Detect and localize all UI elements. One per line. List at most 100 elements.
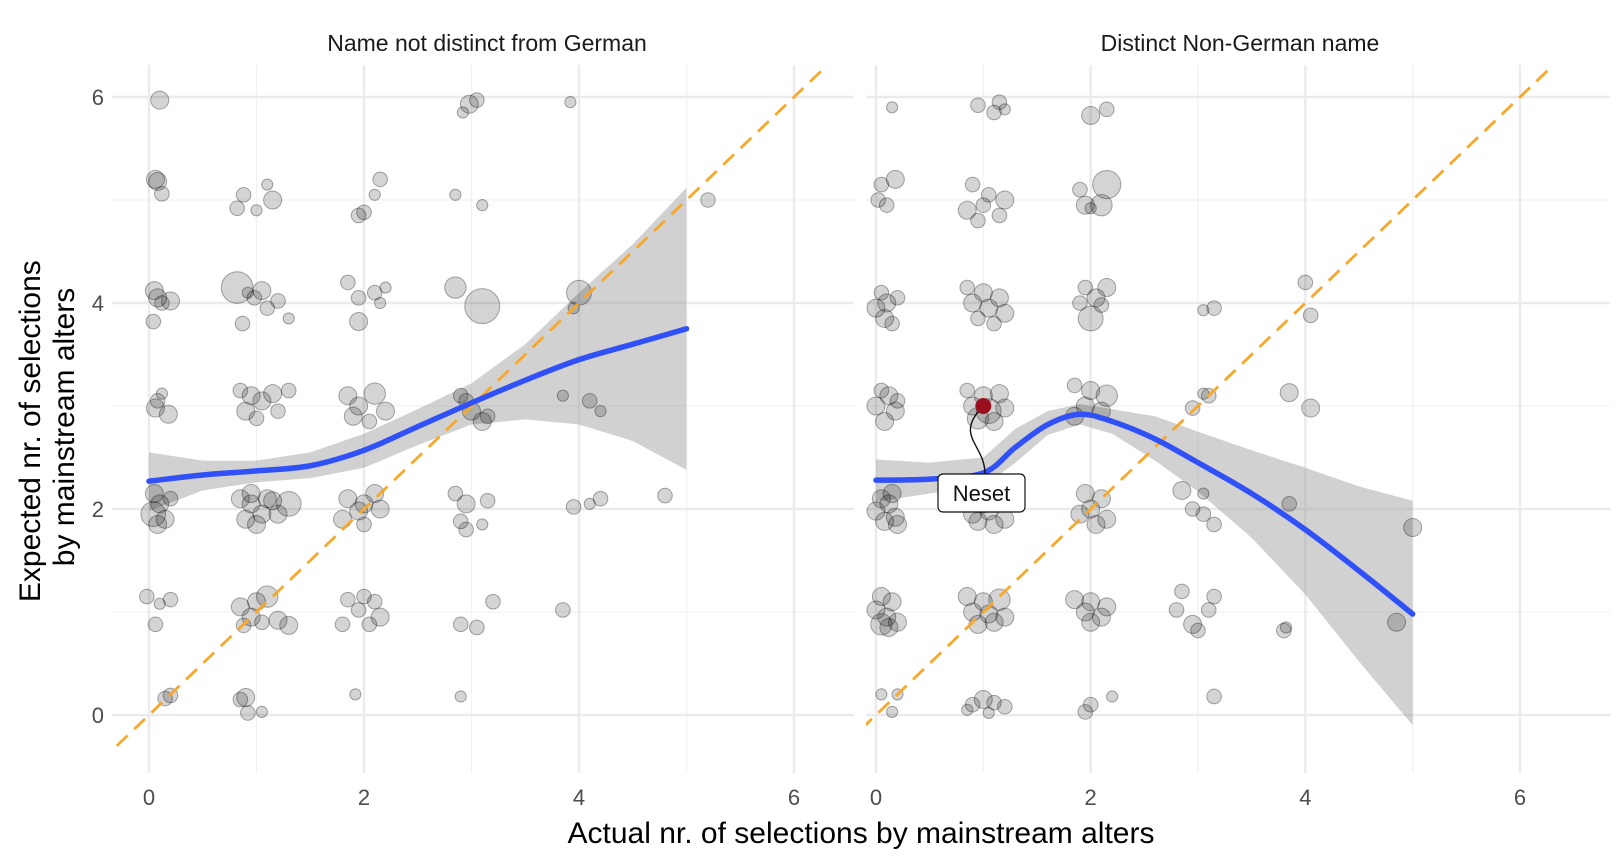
- scatter-point: [479, 492, 496, 509]
- scatter-point: [485, 593, 501, 610]
- scatter-point: [1302, 307, 1319, 324]
- scatter-point: [1081, 612, 1101, 632]
- scatter-point: [1281, 496, 1298, 512]
- scatter-point: [964, 696, 981, 713]
- scatter-point: [363, 382, 386, 405]
- scatter-point: [1077, 279, 1094, 296]
- scatter-point: [458, 521, 474, 538]
- scatter-point: [162, 591, 179, 608]
- scatter-point: [1197, 387, 1210, 400]
- scatter-point: [472, 411, 492, 431]
- scatter-point: [279, 615, 299, 635]
- scatter-point: [236, 401, 256, 421]
- scatter-point: [1190, 622, 1206, 639]
- scatter-point: [873, 382, 890, 399]
- scatter-point: [257, 489, 277, 509]
- scatter-point: [886, 101, 899, 114]
- scatter-point: [147, 616, 164, 633]
- facet-panel-not-distinct: Name not distinct from German 0 2 4 6 0 2 4 6: [92, 30, 854, 810]
- scatter-point: [350, 290, 367, 306]
- scatter-point: [1172, 480, 1192, 500]
- y-tick-label: 6: [92, 85, 104, 110]
- scatter-point: [241, 484, 261, 504]
- scatter-point: [444, 276, 467, 299]
- scatter-point: [356, 588, 372, 605]
- scatter-point: [454, 690, 467, 703]
- scatter-point: [250, 204, 263, 217]
- scatter-point: [564, 96, 577, 109]
- scatter-point: [263, 384, 283, 404]
- scatter-point: [372, 171, 388, 188]
- scatter-point: [1086, 288, 1106, 308]
- scatter-point: [998, 103, 1011, 116]
- x-tick-label: 6: [788, 785, 800, 810]
- scatter-point: [866, 501, 886, 521]
- scatter-point: [875, 411, 895, 431]
- identity-dashed-line: [866, 65, 1554, 727]
- scatter-point: [356, 516, 372, 533]
- scatter-point: [340, 591, 356, 608]
- scatter-point: [995, 190, 1015, 210]
- scatter-point: [957, 200, 977, 220]
- facet-title-not-distinct: Name not distinct from German: [327, 30, 647, 56]
- scatter-point: [1081, 381, 1101, 401]
- smooth-line: [873, 411, 1416, 617]
- scatter-point: [1279, 621, 1293, 634]
- scatter-point: [1206, 588, 1222, 605]
- scatter-point: [877, 607, 897, 627]
- scatter-point: [1174, 583, 1190, 600]
- scatter-point: [581, 393, 598, 409]
- scatter-point: [350, 207, 367, 224]
- scatter-point: [366, 593, 383, 610]
- scatter-point: [1081, 592, 1101, 612]
- scatter-point: [957, 587, 977, 607]
- scatter-point: [476, 518, 489, 531]
- facet-panel-distinct: Distinct Non-German name Neset 0 2 4 6: [866, 30, 1610, 810]
- scatter-point: [566, 279, 592, 306]
- scatter-point: [877, 293, 897, 313]
- scatter-point: [1077, 305, 1104, 332]
- confidence-band: [876, 403, 1413, 726]
- scatter-point: [973, 690, 993, 710]
- scatter-point: [870, 192, 886, 208]
- scatter-point: [356, 204, 372, 221]
- scatter-point: [970, 310, 986, 327]
- scatter-point: [236, 687, 256, 707]
- scatter-point: [970, 97, 986, 114]
- y-tick-label: 0: [92, 703, 104, 728]
- scatter-point: [873, 176, 890, 193]
- scatter-point: [984, 411, 1004, 431]
- scatter-point: [973, 283, 993, 303]
- scatter-point: [361, 616, 378, 633]
- confidence-band-area: [876, 403, 1413, 726]
- scatter-point: [959, 382, 976, 399]
- scatter-point: [988, 588, 1011, 611]
- scatter-point: [456, 494, 476, 514]
- scatter-point: [997, 698, 1013, 715]
- scatter-point: [349, 396, 369, 416]
- scatter-point: [879, 494, 899, 514]
- scatter-point: [968, 511, 988, 531]
- scatter-point: [1072, 295, 1088, 311]
- scatter-point: [1195, 506, 1212, 522]
- scatter-point: [1403, 518, 1423, 538]
- scatter-point: [476, 199, 489, 212]
- scatter-point: [1097, 509, 1117, 529]
- x-tick-label: 0: [143, 785, 155, 810]
- scatter-point: [866, 396, 886, 416]
- scatter-point: [256, 585, 279, 608]
- x-tick-labels: 0 2 4 6: [143, 785, 800, 810]
- scatter-point: [1082, 696, 1099, 713]
- scatter-point: [374, 296, 387, 310]
- scatter-point: [1081, 106, 1101, 126]
- scatter-point: [1066, 377, 1083, 394]
- scatter-point: [456, 106, 469, 119]
- scatter-point: [354, 494, 374, 514]
- x-axis-title: Actual nr. of selections by mainstream a…: [568, 817, 1155, 850]
- scatter-point: [980, 187, 997, 203]
- scatter-point: [885, 169, 905, 189]
- scatter-point: [270, 293, 286, 309]
- scatter-point: [447, 485, 464, 502]
- scatter-point: [154, 295, 170, 311]
- scatter-point: [995, 398, 1015, 418]
